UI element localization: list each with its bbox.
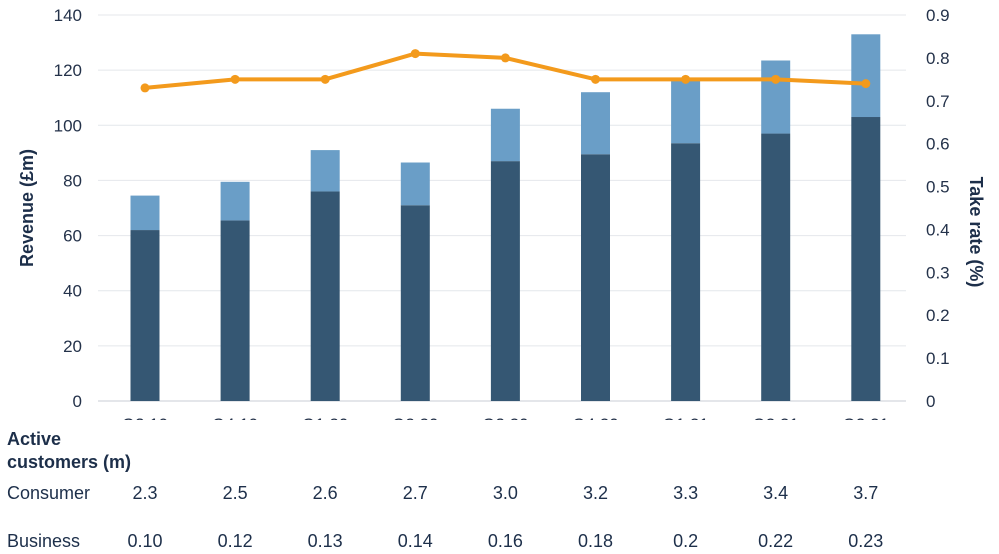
business-cell: 0.2 (673, 531, 699, 551)
y2-tick-label: 0.4 (926, 220, 950, 239)
x-tick-label: Q3 21 (843, 415, 889, 420)
y-tick-label: 40 (63, 282, 82, 301)
consumer-cell: 2.3 (132, 483, 158, 503)
consumer-cell: 2.5 (222, 483, 248, 503)
consumer-cell: 3.7 (853, 483, 879, 503)
y-tick-label: 20 (63, 337, 82, 356)
y2-tick-label: 0.2 (926, 306, 950, 325)
revenue-take-rate-chart: 0 20 40 60 80 100 120 140 0 0.1 0.2 0.3 0.4 0.5 0.6 0.… (17, 6, 986, 420)
take-rate-point (320, 74, 330, 84)
y-tick-label: 100 (54, 116, 82, 135)
bar-upper-segment (490, 108, 520, 162)
bar-upper-segment (851, 34, 881, 118)
table-title: Active customers (m) (7, 428, 131, 474)
y-tick-label: 80 (63, 171, 82, 190)
x-tick-label: Q3 20 (482, 415, 528, 420)
y2-tick-label: 0.9 (926, 6, 950, 25)
x-tick-label: Q3 19 (122, 415, 168, 420)
bar-upper-segment (310, 150, 340, 192)
y2-tick-label: 0.1 (926, 349, 950, 368)
business-cell: 0.10 (127, 531, 163, 551)
y-tick-label: 140 (54, 6, 82, 25)
x-tick-label: Q2 20 (392, 415, 438, 420)
bar-upper-segment (671, 79, 701, 144)
bar-upper-segment (400, 162, 430, 206)
y-tick-label: 120 (54, 61, 82, 80)
business-cell: 0.12 (217, 531, 253, 551)
take-rate-point (591, 74, 600, 84)
take-rate-point (410, 49, 420, 59)
x-tick-label: Q2 21 (753, 415, 799, 420)
bar-upper-segment (220, 181, 250, 221)
bar-lower-segment (581, 154, 610, 401)
y-tick-label: 0 (73, 392, 82, 411)
y-tick-label: 60 (63, 227, 82, 246)
bar-lower-segment (310, 191, 340, 401)
y2-tick-label: 0.8 (926, 49, 950, 68)
take-rate-point (230, 74, 240, 84)
consumer-cell: 3.4 (763, 483, 789, 503)
business-cell: 0.18 (577, 531, 614, 551)
y2-tick-label: 0.3 (926, 263, 950, 282)
take-rate-point (140, 83, 150, 93)
take-rate-point (500, 53, 510, 63)
x-tick-label: Q4 19 (212, 415, 258, 420)
consumer-cell: 2.7 (402, 483, 428, 503)
bar-lower-segment (400, 205, 430, 401)
consumer-cell: 2.6 (312, 483, 338, 503)
x-tick-label: Q1 21 (662, 415, 708, 420)
bar-lower-segment (130, 230, 160, 401)
business-cell: 0.16 (487, 531, 523, 551)
table-title-line2: customers (m) (7, 452, 132, 472)
row-label-consumer: Consumer (7, 483, 91, 503)
bar-lower-segment (761, 133, 791, 402)
table-title-line1: Active (7, 429, 62, 449)
consumer-cell: 3.3 (673, 483, 699, 503)
take-rate-point (771, 74, 781, 84)
y2-tick-label: 0.7 (926, 92, 950, 111)
x-tick-label: Q1 20 (302, 415, 348, 420)
bar-upper-segment (581, 92, 610, 155)
y2-tick-label: 0 (926, 392, 935, 411)
bar-lower-segment (220, 220, 250, 401)
y2-tick-label: 0.5 (926, 178, 950, 197)
consumer-cell: 3.0 (492, 483, 518, 503)
take-rate-point (861, 79, 871, 89)
row-label-business: Business (7, 531, 81, 551)
y2-tick-label: 0.6 (926, 135, 950, 154)
y-axis-title: Revenue (£m) (17, 149, 37, 267)
bar-lower-segment (671, 143, 701, 401)
x-tick-label: Q4 20 (572, 415, 618, 420)
bar-lower-segment (851, 117, 881, 401)
bar-upper-segment (761, 60, 791, 134)
consumer-cell: 3.2 (582, 483, 609, 503)
business-cell: 0.22 (758, 531, 794, 551)
take-rate-point (681, 74, 691, 84)
business-cell: 0.23 (848, 531, 884, 551)
bar-upper-segment (130, 195, 160, 231)
y2-axis-title: Take rate (%) (966, 177, 986, 288)
business-cell: 0.13 (307, 531, 343, 551)
bar-lower-segment (490, 161, 520, 401)
business-cell: 0.14 (397, 531, 433, 551)
